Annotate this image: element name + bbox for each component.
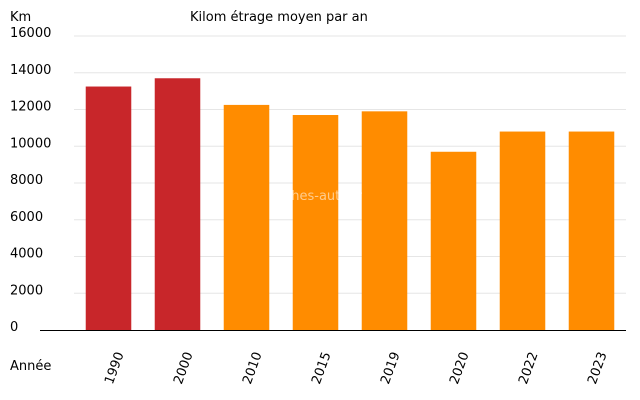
bar-2020: [430, 151, 477, 330]
y-tick-label: 8000: [10, 173, 43, 188]
y-tick-label: 6000: [10, 210, 43, 225]
x-tick-label: 1990: [102, 350, 127, 386]
chart-title: Kilom étrage moyen par an: [190, 10, 368, 25]
y-tick-label: 2000: [10, 283, 43, 298]
x-tick-label: 2019: [378, 350, 403, 386]
x-tick-label: 2010: [240, 350, 265, 386]
x-axis-label: Année: [10, 359, 51, 374]
watermark: Fiches-auto.fr: [274, 189, 363, 204]
y-tick-label: 0: [10, 320, 18, 335]
y-tick-label: 12000: [10, 100, 51, 115]
bar-2019: [361, 111, 408, 331]
y-axis-unit-label: Km: [10, 10, 31, 25]
y-tick-label: 14000: [10, 63, 51, 78]
bar-2022: [499, 131, 546, 330]
y-tick-label: 16000: [10, 26, 51, 41]
bar-2000: [154, 78, 201, 330]
x-tick-label: 2020: [447, 350, 472, 386]
y-tick-label: 4000: [10, 247, 43, 262]
bar-2015: [292, 115, 339, 330]
bar-2023: [568, 131, 615, 330]
bar-1990: [85, 86, 132, 330]
x-tick-label: 2022: [516, 350, 541, 386]
x-tick-label: 2000: [171, 350, 196, 386]
bars: [85, 78, 615, 331]
y-tick-labels: 0 2000 4000 6000 8000 10000 12000 14000 16000: [10, 26, 51, 335]
x-tick-label: 2023: [585, 350, 610, 386]
x-tick-label: 2015: [309, 350, 334, 386]
y-tick-label: 10000: [10, 136, 51, 151]
x-tick-labels: 1990 2000 2010 2015 2019 2020 2022 2023: [102, 350, 610, 386]
bar-2010: [223, 104, 270, 330]
